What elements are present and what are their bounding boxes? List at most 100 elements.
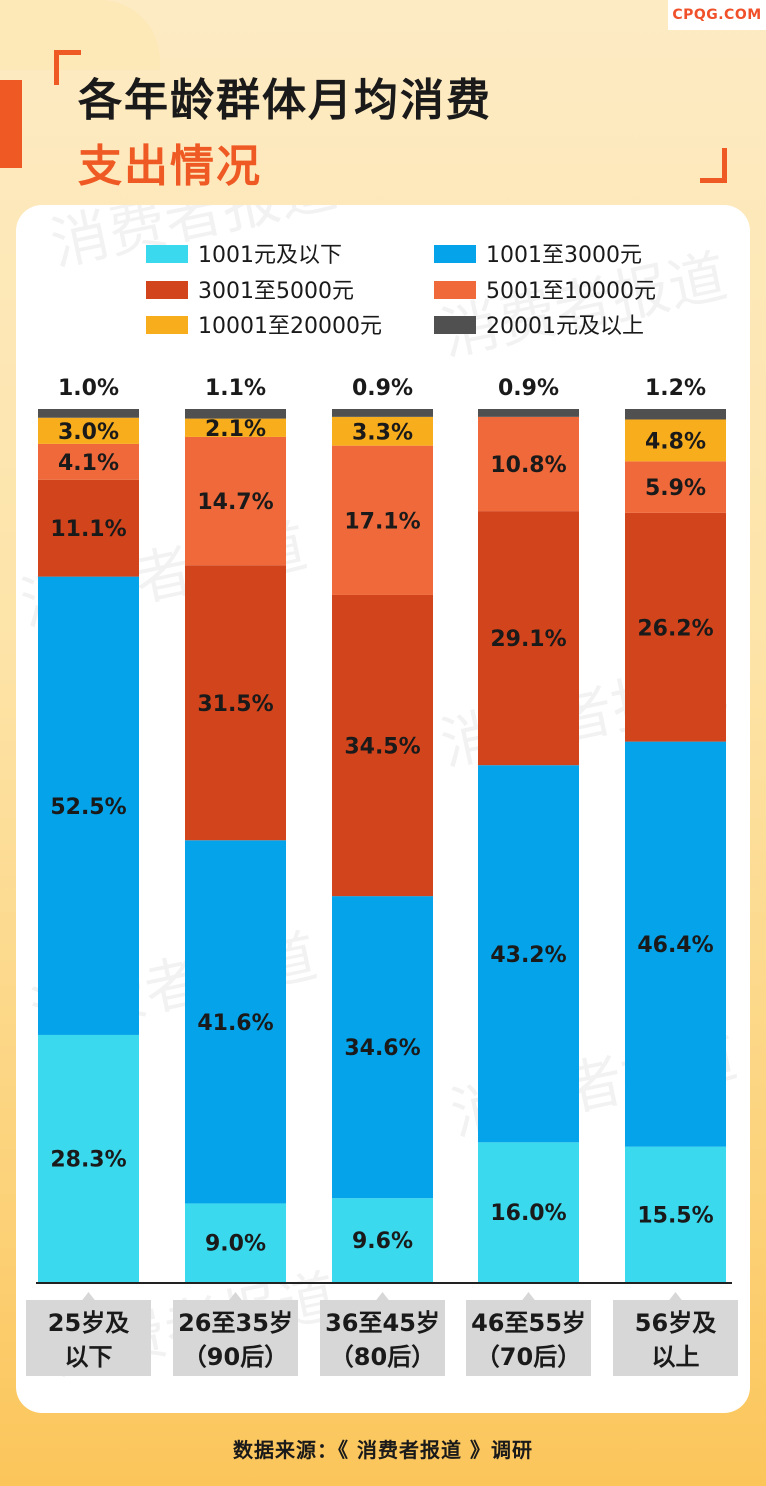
data-label: 34.5%: [344, 735, 420, 760]
legend-label: 1001元及以下: [198, 243, 342, 268]
bar-segment: [478, 416, 579, 512]
data-label: 3.3%: [352, 420, 413, 445]
bar-segment: [38, 1034, 139, 1282]
page-subtitle: 支出情况: [78, 141, 262, 192]
data-label: 15.5%: [637, 1203, 713, 1228]
legend-label: 10001至20000元: [198, 314, 382, 339]
legend-swatch: [434, 245, 476, 263]
bar-segment: [185, 565, 286, 841]
data-label: 3.0%: [58, 420, 119, 445]
category-label: 26至35岁: [178, 1309, 293, 1337]
bar-segment: [332, 416, 433, 446]
bar-segment: [478, 765, 579, 1143]
data-label: 34.6%: [344, 1036, 420, 1061]
legend-swatch: [146, 316, 188, 334]
bar-segment: [332, 1198, 433, 1282]
category-pointer: [375, 1292, 390, 1301]
legend-label: 1001至3000元: [486, 243, 642, 268]
legend-label: 5001至10000元: [486, 279, 656, 304]
bar-segment: [332, 409, 433, 417]
legend-swatch: [146, 281, 188, 299]
legend-label: 3001至5000元: [198, 279, 354, 304]
page-title: 各年龄群体月均消费: [78, 75, 492, 126]
category-pointer: [668, 1292, 683, 1301]
data-label: 28.3%: [50, 1147, 126, 1172]
bar-segment: [625, 419, 726, 462]
data-label: 11.1%: [50, 517, 126, 542]
legend-label: 20001元及以上: [486, 314, 644, 339]
data-label: 29.1%: [490, 627, 566, 652]
bracket-bottom-right: [700, 148, 727, 183]
data-label: 5.9%: [645, 476, 706, 501]
bar-segment: [332, 445, 433, 595]
data-label: 1.2%: [645, 376, 706, 401]
bar-segment: [185, 840, 286, 1204]
category-label-bg: [173, 1300, 298, 1376]
bar-segment: [185, 436, 286, 566]
category-pointer: [228, 1292, 243, 1301]
stacked-bar-chart: 消费者报道消费者报道消费者报道消费者报道消费者报道消费者报道消费者报道1001元…: [16, 205, 743, 1389]
category-label: 以上: [652, 1343, 700, 1371]
data-label: 0.9%: [352, 376, 413, 401]
data-label: 1.0%: [58, 376, 119, 401]
bar-segment: [185, 418, 286, 437]
bar-segment: [625, 409, 726, 420]
data-source: 数据来源：《 消费者报道 》调研: [233, 1438, 533, 1462]
bar-segment: [185, 1203, 286, 1282]
bar-segment: [38, 479, 139, 577]
category-label: 25岁及: [48, 1309, 129, 1337]
bar-segment: [38, 443, 139, 480]
bracket-top-left: [54, 50, 81, 85]
brand-logo: CPQG.COM: [668, 0, 766, 30]
bar-segment: [625, 1146, 726, 1282]
data-label: 31.5%: [197, 692, 273, 717]
data-label: 14.7%: [197, 490, 273, 515]
data-label: 10.8%: [490, 453, 566, 478]
data-label: 4.8%: [645, 429, 706, 454]
data-label: 52.5%: [50, 795, 126, 820]
category-label: （90后）: [183, 1343, 288, 1371]
accent-side-bar: [0, 80, 22, 168]
bar-segment: [478, 409, 579, 417]
chart-card: 消费者报道消费者报道消费者报道消费者报道消费者报道消费者报道消费者报道1001元…: [16, 205, 750, 1413]
category-label-bg: [320, 1300, 445, 1376]
data-label: 9.6%: [352, 1229, 413, 1254]
category-pointer: [81, 1292, 96, 1301]
bar-segment: [38, 409, 139, 418]
category-label: 56岁及: [635, 1309, 716, 1337]
bar-segment: [625, 461, 726, 513]
bar-segment: [38, 417, 139, 444]
data-label: 16.0%: [490, 1201, 566, 1226]
bar-segment: [185, 409, 286, 419]
bar-segment: [332, 896, 433, 1199]
bar-segment: [332, 594, 433, 897]
bar-segment: [478, 1142, 579, 1282]
bar-segment: [625, 741, 726, 1147]
data-label: 2.1%: [205, 417, 266, 442]
category-label: （80后）: [330, 1343, 435, 1371]
category-label-bg: [466, 1300, 591, 1376]
data-label: 26.2%: [637, 616, 713, 641]
category-pointer: [521, 1292, 536, 1301]
category-label: （70后）: [476, 1343, 581, 1371]
bar-segment: [625, 512, 726, 742]
data-label: 9.0%: [205, 1232, 266, 1257]
category-label: 36至45岁: [325, 1309, 440, 1337]
title-tab-background: [0, 0, 160, 70]
bar-segment: [478, 511, 579, 766]
data-label: 17.1%: [344, 509, 420, 534]
category-label: 以下: [65, 1343, 113, 1371]
data-label: 1.1%: [205, 376, 266, 401]
category-label-bg: [26, 1300, 151, 1376]
data-label: 0.9%: [498, 376, 559, 401]
data-label: 4.1%: [58, 451, 119, 476]
legend-swatch: [434, 281, 476, 299]
legend-swatch: [434, 316, 476, 334]
data-label: 43.2%: [490, 943, 566, 968]
bar-segment: [38, 576, 139, 1035]
category-label-bg: [613, 1300, 738, 1376]
data-label: 46.4%: [637, 933, 713, 958]
category-label: 46至55岁: [471, 1309, 586, 1337]
legend-swatch: [146, 245, 188, 263]
data-label: 41.6%: [197, 1011, 273, 1036]
